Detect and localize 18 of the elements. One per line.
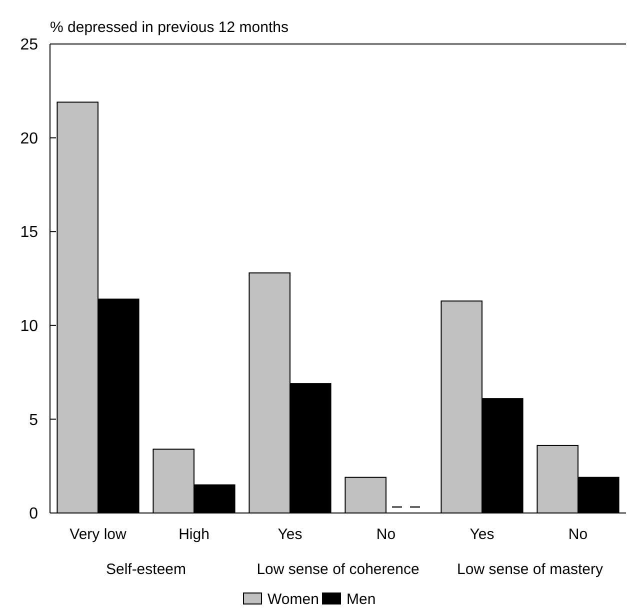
x-tick-label: Very low [70, 526, 127, 543]
x-tick-label: Yes [278, 526, 302, 543]
text: Low sense of mastery [457, 561, 604, 578]
text: Low sense of coherence [256, 561, 420, 578]
y-tick-label: 10 [20, 318, 38, 335]
y-tick-label: 25 [20, 36, 38, 54]
chart-title: % depressed in previous 12 months [50, 19, 288, 36]
x-tick-label: Yes [470, 526, 494, 543]
y-tick-label: 20 [20, 130, 38, 148]
y-tick-label: 0 [29, 506, 38, 523]
text: Self-esteem [106, 561, 186, 578]
y-tick-label: 15 [20, 224, 38, 242]
x-tick-label: No [568, 526, 588, 543]
legend-label: Men [346, 591, 376, 608]
x-tick-label: High [178, 526, 210, 543]
y-tick-label: 5 [29, 412, 38, 429]
legend-label: Women [268, 591, 319, 608]
x-tick-label: No [376, 526, 396, 543]
